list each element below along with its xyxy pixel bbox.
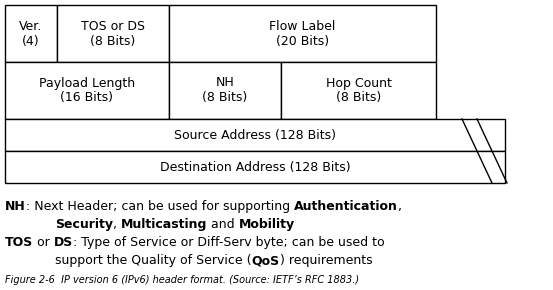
Text: Destination Address (128 Bits): Destination Address (128 Bits)	[160, 160, 350, 173]
Bar	[169, 5, 436, 62]
Text: TOS: TOS	[5, 236, 33, 249]
Bar	[5, 62, 169, 119]
Text: Mobility: Mobility	[239, 218, 295, 231]
Text: Multicasting: Multicasting	[121, 218, 207, 231]
Text: or: or	[33, 236, 54, 249]
Text: NH: NH	[5, 200, 26, 213]
Bar	[5, 5, 57, 62]
Text: Security: Security	[55, 218, 113, 231]
Bar	[169, 62, 281, 119]
Text: NH
(8 Bits): NH (8 Bits)	[202, 77, 248, 104]
Bar	[57, 5, 169, 62]
Text: TOS or DS
(8 Bits): TOS or DS (8 Bits)	[81, 19, 145, 48]
Text: ,: ,	[398, 200, 401, 213]
Text: ) requirements: ) requirements	[280, 254, 372, 267]
Text: Hop Count
(8 Bits): Hop Count (8 Bits)	[326, 77, 392, 104]
Text: Payload Length
(16 Bits): Payload Length (16 Bits)	[39, 77, 135, 104]
Text: : Next Header; can be used for supporting: : Next Header; can be used for supportin…	[26, 200, 294, 213]
Text: : Type of Service or Diff-Serv byte; can be used to: : Type of Service or Diff-Serv byte; can…	[73, 236, 385, 249]
Text: Flow Label
(20 Bits): Flow Label (20 Bits)	[269, 19, 336, 48]
Text: DS: DS	[54, 236, 73, 249]
Text: and: and	[207, 218, 239, 231]
Text: support the Quality of Service (: support the Quality of Service (	[55, 254, 252, 267]
Bar	[5, 151, 505, 183]
Bar	[5, 119, 505, 151]
Bar	[281, 62, 436, 119]
Text: QoS: QoS	[252, 254, 280, 267]
Text: Figure 2-6  IP version 6 (IPv6) header format. (Source: IETF’s RFC 1883.): Figure 2-6 IP version 6 (IPv6) header fo…	[5, 275, 359, 285]
Text: Ver.
(4): Ver. (4)	[19, 19, 43, 48]
Text: Source Address (128 Bits): Source Address (128 Bits)	[174, 128, 336, 142]
Text: ,: ,	[113, 218, 121, 231]
Text: Authentication: Authentication	[294, 200, 398, 213]
